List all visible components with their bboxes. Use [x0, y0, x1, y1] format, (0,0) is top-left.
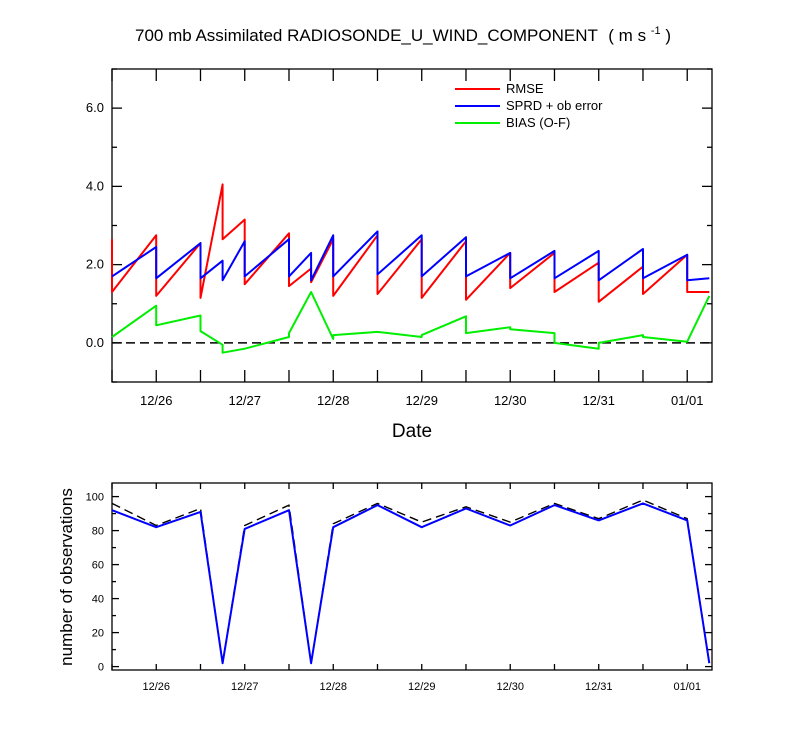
top-x-tick-label: 12/30: [494, 393, 527, 408]
top-y-tick-label: 0.0: [86, 335, 104, 350]
top-series-rmse: [111, 183, 710, 303]
bottom-x-tick-label: 12/28: [319, 681, 347, 693]
bottom-x-tick-label: 12/27: [231, 681, 259, 693]
x-axis-title: Date: [392, 421, 432, 442]
top-x-tick-label: 01/01: [671, 393, 704, 408]
bottom-x-tick-label: 12/29: [408, 681, 436, 693]
chart-title: 700 mb Assimilated RADIOSONDE_U_WIND_COM…: [135, 19, 671, 45]
chart-title-units-sup: -1: [651, 25, 661, 37]
top-series-sprd-ob-error: [111, 230, 710, 282]
top-y-tick-label: 6.0: [86, 100, 104, 115]
chart-title-main: 700 mb Assimilated RADIOSONDE_U_WIND_COM…: [135, 26, 598, 45]
top-series-bias-o-f: [111, 291, 711, 354]
top-x-tick-label: 12/29: [405, 393, 438, 408]
top-x-tick-label: 12/27: [228, 393, 261, 408]
chart-title-units: ( m s: [608, 26, 646, 45]
top-x-tick-label: 12/26: [140, 393, 173, 408]
bottom-panel: 12/26 12/27 12/28 12/29 12/30 12/31 01/01 0 20 40…: [86, 482, 713, 693]
legend: RMSE SPRD + ob error BIAS (O-F): [455, 81, 603, 130]
legend-label: RMSE: [506, 81, 544, 96]
bottom-y-tick-label: 60: [92, 560, 104, 572]
bottom-y-tick-label: 0: [98, 662, 104, 674]
top-y-tick-label: 2.0: [86, 257, 104, 272]
bottom-series-observations: [111, 502, 711, 665]
bottom-x-tick-label: 12/26: [142, 681, 170, 693]
bottom-y-tick-label: 80: [92, 526, 104, 538]
top-y-tick-label: 4.0: [86, 178, 104, 193]
top-x-tick-label: 12/28: [317, 393, 350, 408]
bottom-x-tick-label: 01/01: [673, 681, 701, 693]
legend-label: BIAS (O-F): [506, 115, 570, 130]
top-panel: 12/26 12/27 12/28 12/29 12/30 12/31 01/01 0.0 2.…: [86, 68, 713, 408]
legend-label: SPRD + ob error: [506, 98, 603, 113]
top-x-tick-label: 12/31: [582, 393, 615, 408]
bottom-y-tick-label: 100: [86, 492, 104, 504]
bottom-x-tick-label: 12/30: [496, 681, 524, 693]
y-axis-title-bottom: number of observations: [57, 488, 76, 666]
chart-title-units-end: ): [665, 26, 671, 45]
bottom-y-tick-label: 40: [92, 594, 104, 606]
bottom-frame: [111, 482, 713, 671]
bottom-x-tick-label: 12/31: [585, 681, 613, 693]
bottom-y-tick-label: 20: [92, 628, 104, 640]
